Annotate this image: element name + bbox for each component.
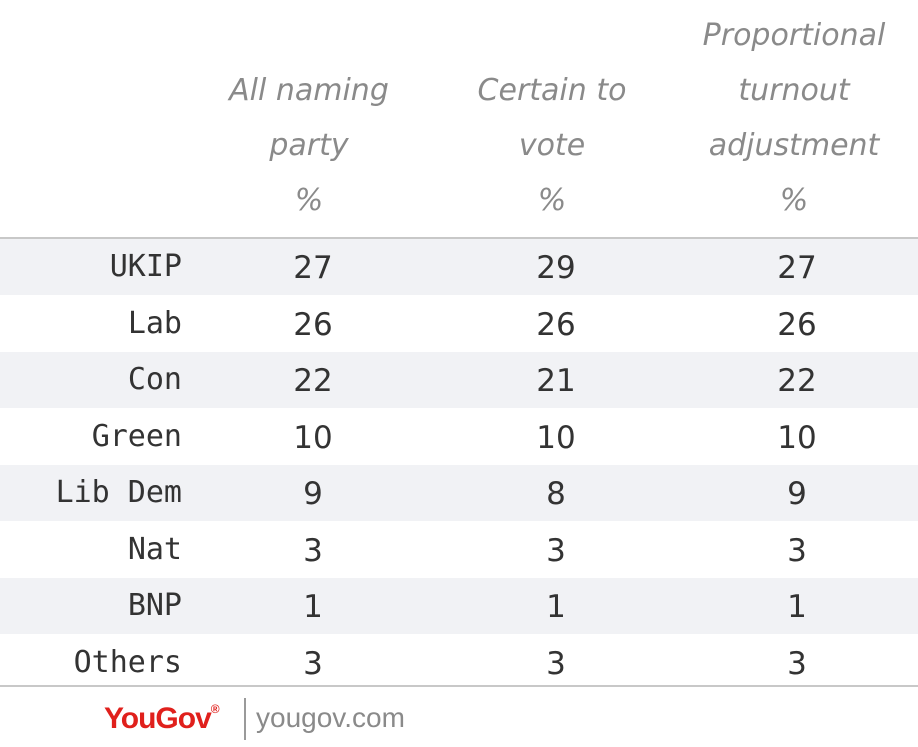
site-link[interactable]: yougov.com	[256, 702, 405, 733]
table-cell: 22	[293, 363, 333, 399]
row-label: Lib Dem	[55, 475, 182, 510]
row-label: Lab	[127, 305, 182, 341]
logo-text: YouGov	[104, 702, 212, 735]
table-cell: 3	[787, 532, 807, 569]
table-cell: 27	[777, 250, 817, 286]
column-header-line: %	[537, 183, 567, 218]
table-cell: 3	[787, 645, 807, 682]
column-header-line: %	[294, 183, 324, 218]
table-cell: 9	[787, 476, 807, 512]
column-header-line: vote	[518, 128, 586, 163]
row-label: Green	[91, 418, 182, 454]
table-cell: 27	[293, 250, 333, 286]
table-cell: 10	[536, 419, 576, 456]
table-cell: 3	[303, 532, 323, 569]
table-row: Others 3 3 3	[0, 635, 918, 691]
table-cell: 26	[777, 306, 817, 343]
column-header-certain-to-vote: Certain to vote%	[432, 0, 672, 238]
column-header-line: Certain to	[477, 73, 627, 108]
table-cell: 29	[536, 250, 576, 286]
table-cell: 10	[777, 419, 817, 456]
table-row: Green 10 10 10	[0, 409, 918, 465]
yougov-logo[interactable]: YouGov®	[104, 702, 220, 736]
table-cell: 8	[546, 476, 566, 512]
column-header-line: turnout	[738, 73, 850, 108]
header-divider	[0, 237, 918, 239]
table-cell: 1	[303, 589, 323, 625]
row-label: Others	[73, 644, 182, 680]
table-row: Lab 26 26 26	[0, 296, 918, 352]
table-header: All naming party% Certain to vote% Proport…	[0, 0, 918, 238]
column-header-line: %	[779, 183, 809, 218]
table-row: Lib Dem 9 8 9	[0, 465, 918, 521]
column-header-line: Proportional	[702, 18, 886, 53]
table-row: UKIP 27 29 27	[0, 239, 918, 295]
column-header-line: party	[269, 128, 349, 163]
column-header-all-naming-party: All naming party%	[189, 0, 429, 238]
table-cell: 26	[536, 306, 576, 343]
row-label: Nat	[127, 531, 182, 567]
column-header-proportional-turnout: Proportional turnout adjustment%	[674, 0, 914, 238]
table-cell: 21	[536, 363, 576, 399]
footer: YouGov® yougov.com	[0, 688, 918, 747]
table-cell: 3	[546, 532, 566, 569]
table-cell: 1	[787, 589, 807, 625]
table-cell: 1	[546, 589, 566, 625]
row-label: UKIP	[109, 249, 182, 284]
table-row: BNP 1 1 1	[0, 578, 918, 634]
table-cell: 10	[293, 419, 333, 456]
column-header-line: All naming	[229, 73, 389, 108]
table-row: Nat 3 3 3	[0, 522, 918, 578]
row-label: Con	[127, 362, 182, 397]
table-cell: 3	[546, 645, 566, 682]
footer-separator	[244, 698, 246, 740]
row-label: BNP	[127, 588, 182, 623]
column-header-line: adjustment	[708, 128, 880, 163]
table-cell: 22	[777, 363, 817, 399]
table-cell: 3	[303, 645, 323, 682]
table-row: Con 22 21 22	[0, 352, 918, 408]
table-cell: 26	[293, 306, 333, 343]
table-cell: 9	[303, 476, 323, 512]
logo-registered-mark: ®	[210, 702, 220, 716]
footer-divider	[0, 685, 918, 687]
